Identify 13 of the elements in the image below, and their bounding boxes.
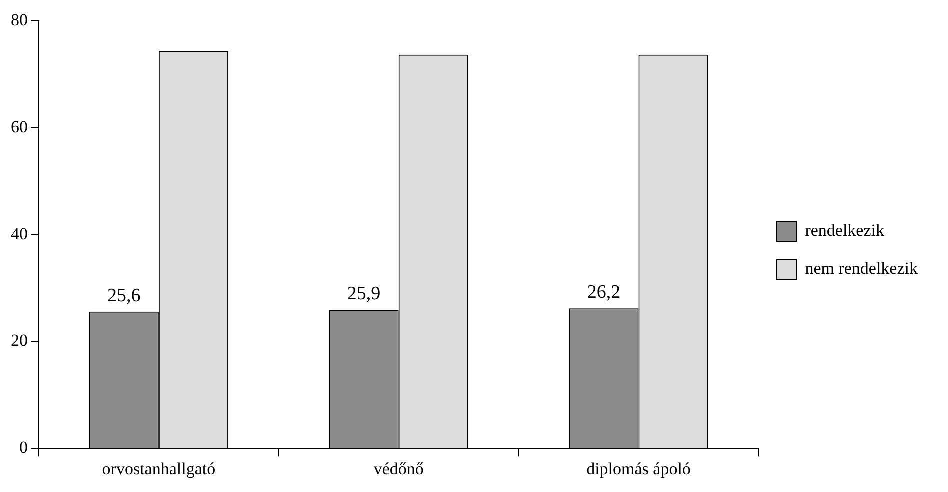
legend-label: nem rendelkezik xyxy=(805,258,918,278)
x-tick-label: diplomás ápoló xyxy=(586,459,691,478)
legend-label: rendelkezik xyxy=(805,220,885,240)
y-tick-label: 0 xyxy=(20,438,28,458)
x-tick-label: orvostanhallgató xyxy=(102,459,216,478)
y-tick-label: 80 xyxy=(11,10,28,30)
data-label: 25,6 xyxy=(108,285,141,306)
y-tick-label: 60 xyxy=(11,118,28,137)
data-label: 26,2 xyxy=(587,282,621,304)
data-label: 25,9 xyxy=(347,284,381,305)
y-tick-label: 40 xyxy=(11,224,28,244)
x-tick-label: védőnő xyxy=(374,459,424,478)
y-tick-label: 20 xyxy=(11,331,28,350)
